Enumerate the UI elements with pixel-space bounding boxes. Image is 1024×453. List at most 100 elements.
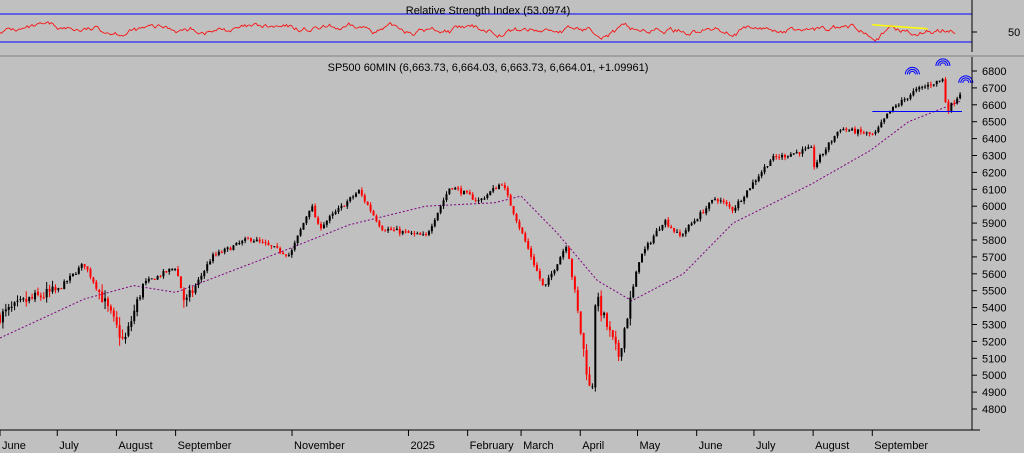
candle [92, 276, 95, 284]
candle [597, 292, 600, 312]
candle-body [503, 185, 506, 189]
candle-body [279, 248, 282, 253]
candle-body [106, 298, 109, 306]
candle-body [477, 200, 480, 202]
candle-body [804, 148, 807, 150]
candle [16, 295, 19, 307]
candle-body [524, 233, 527, 242]
candle-body [89, 269, 92, 278]
candle [462, 190, 465, 195]
candle [372, 209, 375, 216]
price-panel: SP500 60MIN (6,663.73, 6,664.03, 6,663.7… [0, 57, 1006, 430]
candle [22, 297, 25, 302]
candle-body [273, 246, 276, 248]
candle [25, 291, 28, 307]
candle-body [95, 282, 98, 289]
candle [89, 267, 92, 280]
candle [270, 244, 273, 250]
candle-body [603, 312, 606, 316]
candle [585, 344, 588, 381]
candle-body [498, 184, 501, 189]
candle-body [139, 297, 142, 299]
candle [0, 312, 1, 325]
candle [932, 84, 935, 87]
candle-body [585, 349, 588, 375]
candle-body [816, 162, 819, 168]
candle [279, 246, 282, 255]
candle-body [45, 288, 48, 298]
candle [328, 214, 331, 224]
candle [670, 224, 673, 229]
candle [886, 113, 889, 119]
candle-series [0, 77, 962, 392]
candle-body [661, 224, 664, 230]
candle [366, 201, 369, 206]
candle [31, 293, 34, 300]
candle-body [530, 248, 533, 258]
candle-body [439, 206, 442, 213]
candle [778, 154, 781, 160]
candle-body [880, 122, 883, 128]
candle-body [74, 273, 77, 275]
candle-body [754, 180, 757, 183]
candle-body [194, 285, 197, 293]
y-tick-label: 5300 [982, 320, 1006, 332]
candle-body [711, 200, 714, 203]
candle-body [80, 264, 83, 268]
candle [760, 170, 763, 179]
candle [147, 276, 150, 284]
candle-body [900, 100, 903, 106]
candle-body [217, 251, 220, 255]
candle-body [483, 198, 486, 200]
candle [804, 146, 807, 152]
candle [620, 348, 623, 361]
candle [956, 96, 959, 105]
candle [527, 238, 530, 250]
candle [897, 103, 900, 108]
candle-body [748, 188, 751, 190]
candle-body [197, 279, 200, 286]
candle [112, 307, 115, 322]
candle-body [757, 176, 760, 181]
candle-body [305, 216, 308, 224]
candle-body [346, 201, 349, 207]
candle-body [293, 242, 296, 250]
candle-body [854, 128, 857, 134]
candle-body [716, 199, 719, 202]
candle-body [384, 230, 387, 232]
candle-body [7, 306, 10, 311]
candle [926, 82, 929, 90]
candle-body [626, 318, 629, 329]
candle [836, 131, 839, 139]
candle-body [719, 200, 722, 202]
candle [238, 240, 241, 246]
candle [603, 311, 606, 319]
candle [10, 301, 13, 312]
candle [489, 190, 492, 196]
candle [282, 251, 285, 255]
candle-body [63, 281, 66, 289]
candle-body [141, 283, 144, 298]
candle-body [926, 84, 929, 87]
y-tick-label: 6200 [982, 167, 1006, 179]
candle-body [200, 275, 203, 280]
candle-body [360, 190, 363, 196]
candle [900, 97, 903, 107]
candle [133, 304, 136, 325]
candle-body [915, 88, 918, 91]
candle-body [935, 80, 938, 85]
candle [868, 131, 871, 137]
candle [486, 193, 489, 200]
candle [290, 248, 293, 258]
candle-body [203, 271, 206, 277]
candle [317, 215, 320, 225]
arc-stroke [935, 58, 951, 66]
rsi-line [0, 21, 956, 42]
candle-body [608, 326, 611, 331]
candle-body [378, 221, 381, 227]
candle [165, 270, 168, 274]
candle [407, 230, 410, 234]
candle-body [868, 132, 871, 134]
candle-body [381, 225, 384, 231]
candle [363, 193, 366, 204]
